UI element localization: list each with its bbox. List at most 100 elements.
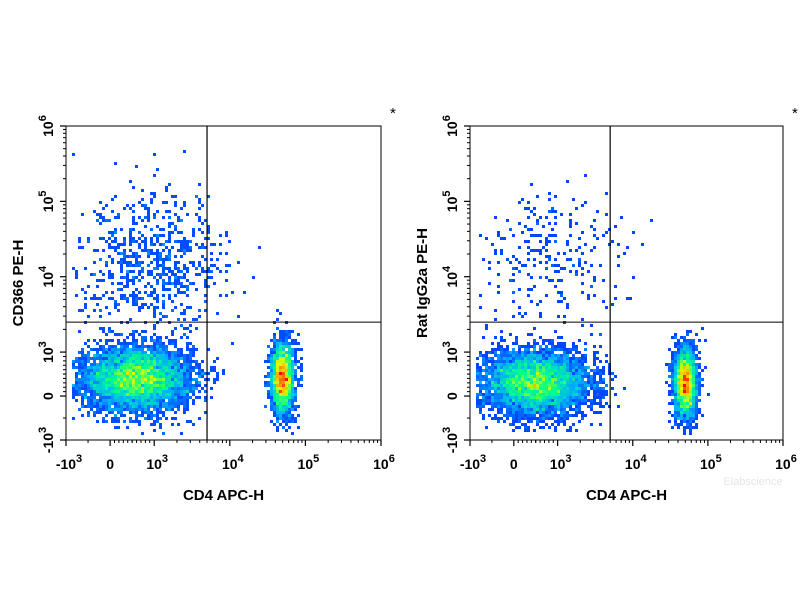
event-dot bbox=[527, 411, 530, 414]
event-dot bbox=[93, 396, 96, 399]
event-dot bbox=[593, 279, 596, 282]
event-dot bbox=[237, 315, 240, 318]
event-dot bbox=[132, 252, 135, 255]
event-dot bbox=[123, 414, 126, 417]
event-dot bbox=[518, 375, 521, 378]
event-dot bbox=[177, 288, 180, 291]
event-dot bbox=[300, 363, 303, 366]
event-dot bbox=[99, 213, 102, 216]
event-dot bbox=[108, 393, 111, 396]
event-dot bbox=[138, 390, 141, 393]
event-dot bbox=[479, 375, 482, 378]
event-dot bbox=[533, 372, 536, 375]
event-dot bbox=[297, 405, 300, 408]
event-dot bbox=[536, 402, 539, 405]
event-dot bbox=[291, 381, 294, 384]
event-dot bbox=[554, 264, 557, 267]
event-dot bbox=[114, 405, 117, 408]
event-dot bbox=[186, 381, 189, 384]
event-dot bbox=[500, 378, 503, 381]
event-dot bbox=[557, 396, 560, 399]
event-dot bbox=[99, 387, 102, 390]
event-dot bbox=[566, 366, 569, 369]
event-dot bbox=[180, 303, 183, 306]
event-dot bbox=[536, 381, 539, 384]
event-dot bbox=[174, 393, 177, 396]
event-dot bbox=[560, 384, 563, 387]
event-dot bbox=[545, 348, 548, 351]
event-dot bbox=[551, 348, 554, 351]
event-dot bbox=[186, 393, 189, 396]
event-dot bbox=[177, 267, 180, 270]
event-dot bbox=[165, 210, 168, 213]
event-dot bbox=[557, 375, 560, 378]
event-dot bbox=[563, 396, 566, 399]
event-dot bbox=[536, 396, 539, 399]
event-dot bbox=[99, 411, 102, 414]
event-dot bbox=[195, 366, 198, 369]
event-dot bbox=[554, 195, 557, 198]
event-dot bbox=[147, 390, 150, 393]
event-dot bbox=[171, 342, 174, 345]
event-dot bbox=[518, 396, 521, 399]
event-dot bbox=[99, 339, 102, 342]
event-dot bbox=[554, 270, 557, 273]
event-dot bbox=[105, 204, 108, 207]
event-dot bbox=[686, 366, 689, 369]
event-dot bbox=[102, 327, 105, 330]
event-dot bbox=[192, 366, 195, 369]
event-dot bbox=[132, 375, 135, 378]
event-dot bbox=[680, 420, 683, 423]
event-dot bbox=[578, 357, 581, 360]
event-dot bbox=[668, 393, 671, 396]
event-dot bbox=[198, 246, 201, 249]
event-dot bbox=[512, 429, 515, 432]
event-dot bbox=[569, 369, 572, 372]
event-dot bbox=[276, 411, 279, 414]
event-dot bbox=[135, 222, 138, 225]
event-dot bbox=[527, 294, 530, 297]
event-dot bbox=[174, 306, 177, 309]
event-dot bbox=[578, 258, 581, 261]
event-dot bbox=[156, 234, 159, 237]
event-dot bbox=[521, 375, 524, 378]
event-dot bbox=[602, 234, 605, 237]
event-dot bbox=[291, 342, 294, 345]
event-dot bbox=[129, 231, 132, 234]
event-dot bbox=[150, 273, 153, 276]
event-dot bbox=[545, 411, 548, 414]
event-dot bbox=[270, 339, 273, 342]
event-dot bbox=[524, 411, 527, 414]
event-dot bbox=[150, 387, 153, 390]
event-dot bbox=[509, 375, 512, 378]
event-dot bbox=[150, 291, 153, 294]
event-dot bbox=[273, 366, 276, 369]
event-dot bbox=[512, 378, 515, 381]
event-dot bbox=[560, 348, 563, 351]
event-dot bbox=[545, 345, 548, 348]
event-dot bbox=[153, 414, 156, 417]
event-dot bbox=[225, 264, 228, 267]
event-dot bbox=[138, 246, 141, 249]
event-dot bbox=[105, 351, 108, 354]
event-dot bbox=[509, 372, 512, 375]
event-dot bbox=[479, 372, 482, 375]
event-dot bbox=[126, 426, 129, 429]
event-dot bbox=[680, 366, 683, 369]
event-dot bbox=[171, 417, 174, 420]
event-dot bbox=[596, 390, 599, 393]
event-dot bbox=[524, 387, 527, 390]
event-dot bbox=[683, 402, 686, 405]
event-dot bbox=[689, 408, 692, 411]
event-dot bbox=[503, 339, 506, 342]
event-dot bbox=[165, 273, 168, 276]
event-dot bbox=[494, 381, 497, 384]
event-dot bbox=[189, 306, 192, 309]
event-dot bbox=[108, 375, 111, 378]
event-dot bbox=[204, 372, 207, 375]
event-dot bbox=[285, 378, 288, 381]
event-dot bbox=[141, 405, 144, 408]
event-dot bbox=[542, 402, 545, 405]
event-dot bbox=[174, 390, 177, 393]
event-dot bbox=[171, 369, 174, 372]
